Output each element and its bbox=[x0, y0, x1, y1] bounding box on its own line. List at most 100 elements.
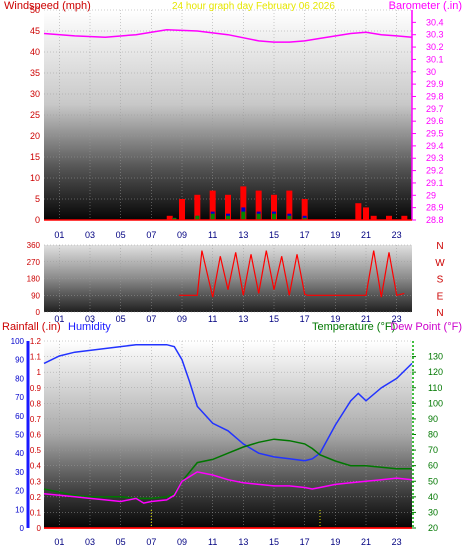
humidity-tick-label: 70 bbox=[15, 393, 24, 402]
temperature-line bbox=[43, 438, 412, 500]
windspeed-tick-label: 45 bbox=[30, 26, 40, 36]
windspeed-tick-label: 35 bbox=[30, 68, 40, 78]
temperature-tick-label: 90 bbox=[428, 414, 438, 424]
x-tick-label: 23 bbox=[392, 314, 402, 324]
rainfall-tick-label: 0.1 bbox=[30, 508, 42, 517]
x-tick-label: 13 bbox=[238, 537, 248, 547]
humidity-tick-label: 40 bbox=[15, 449, 24, 458]
rainfall-tick-label: 0.6 bbox=[30, 431, 42, 440]
windspeed-tick-label: 25 bbox=[30, 110, 40, 120]
humidity-tick-label: 50 bbox=[15, 431, 24, 440]
temperature-tick-label: 120 bbox=[428, 367, 443, 377]
panel3-axes: 01 03 05 07 09 11 13 15 17 19 21 2300.10.20.30.40.5… bbox=[11, 337, 443, 547]
direction-tick-label: 270 bbox=[27, 258, 41, 267]
x-tick-label: 11 bbox=[208, 230, 217, 240]
humidity-tick-label: 90 bbox=[15, 356, 24, 365]
dewpoint-axis-title: Dew Point (°F) bbox=[390, 321, 462, 333]
rainfall-tick-label: 0 bbox=[37, 524, 42, 533]
panel2-series bbox=[178, 250, 405, 298]
compass-label: N bbox=[436, 308, 443, 319]
barometer-tick-label: 29.1 bbox=[426, 178, 444, 188]
compass-label: W bbox=[435, 258, 445, 269]
chart-title: 24 hour graph day February 06 2026 bbox=[172, 1, 335, 12]
windspeed-tick-label: 40 bbox=[30, 47, 40, 57]
temperature-axis-title: Temperature (°F) bbox=[312, 321, 395, 333]
barometer-tick-label: 30.3 bbox=[426, 30, 444, 40]
x-tick-label: 21 bbox=[361, 230, 371, 240]
barometer-tick-label: 30.4 bbox=[426, 17, 444, 27]
windspeed-tick-label: 5 bbox=[35, 194, 40, 204]
x-tick-label: 05 bbox=[116, 314, 126, 324]
x-tick-label: 17 bbox=[300, 314, 310, 324]
humidity-tick-label: 20 bbox=[15, 487, 24, 496]
temperature-tick-label: 130 bbox=[428, 352, 443, 362]
x-tick-label: 19 bbox=[330, 230, 340, 240]
barometer-axis-title: Barometer (.in) bbox=[389, 0, 462, 12]
windspeed-tick-label: 15 bbox=[30, 152, 40, 162]
barometer-tick-label: 29.4 bbox=[426, 141, 444, 151]
humidity-line bbox=[43, 343, 413, 462]
compass-label: S bbox=[437, 275, 444, 286]
x-tick-label: 21 bbox=[361, 314, 371, 324]
temperature-tick-label: 60 bbox=[428, 461, 438, 471]
x-tick-label: 13 bbox=[238, 230, 248, 240]
panel1-series bbox=[43, 29, 413, 220]
x-tick-label: 13 bbox=[238, 314, 248, 324]
x-tick-label: 05 bbox=[116, 230, 126, 240]
barometer-tick-label: 30 bbox=[426, 67, 436, 77]
rainfall-axis-title: Rainfall (.in) bbox=[2, 321, 61, 333]
x-tick-label: 15 bbox=[269, 230, 279, 240]
x-tick-label: 11 bbox=[208, 537, 217, 547]
direction-tick-label: 360 bbox=[27, 241, 41, 250]
x-tick-label: 01 bbox=[54, 314, 64, 324]
windspeed-tick-label: 30 bbox=[30, 89, 40, 99]
barometer-tick-label: 29.5 bbox=[426, 129, 444, 139]
barometer-tick-label: 29.6 bbox=[426, 116, 444, 126]
barometer-tick-label: 29.9 bbox=[426, 79, 444, 89]
x-tick-label: 15 bbox=[269, 537, 279, 547]
humidity-tick-label: 10 bbox=[15, 505, 24, 514]
direction-tick-label: 180 bbox=[27, 275, 41, 284]
panel1-axes: 01 03 05 07 09 11 13 15 17 19 21 230510152025303540… bbox=[30, 5, 444, 240]
windspeed-tick-label: 0 bbox=[35, 215, 40, 225]
windspeed-tick-label: 10 bbox=[30, 173, 40, 183]
x-tick-label: 09 bbox=[177, 230, 187, 240]
wind-direction-line bbox=[178, 250, 405, 298]
x-tick-label: 09 bbox=[177, 537, 187, 547]
x-tick-label: 03 bbox=[85, 537, 95, 547]
humidity-tick-label: 30 bbox=[15, 468, 24, 477]
rainfall-tick-label: 1.2 bbox=[30, 337, 42, 346]
direction-tick-label: 0 bbox=[36, 308, 41, 317]
humidity-tick-label: 100 bbox=[11, 337, 25, 346]
barometer-tick-label: 28.8 bbox=[426, 215, 444, 225]
rainfall-tick-label: 0.7 bbox=[30, 415, 42, 424]
x-tick-label: 21 bbox=[361, 537, 371, 547]
temperature-tick-label: 40 bbox=[428, 492, 438, 502]
x-tick-label: 17 bbox=[300, 230, 310, 240]
x-tick-label: 05 bbox=[116, 537, 126, 547]
barometer-tick-label: 29 bbox=[426, 190, 436, 200]
x-tick-label: 19 bbox=[330, 537, 340, 547]
x-tick-label: 23 bbox=[392, 230, 402, 240]
humidity-tick-label: 80 bbox=[15, 374, 24, 383]
rainfall-tick-label: 1.1 bbox=[30, 353, 42, 362]
x-tick-label: 19 bbox=[330, 314, 340, 324]
compass-label: E bbox=[437, 291, 444, 302]
rainfall-tick-label: 0.5 bbox=[30, 446, 42, 455]
temperature-tick-label: 110 bbox=[428, 383, 442, 393]
windspeed-axis-title: Windspeed (mph) bbox=[4, 0, 91, 12]
humidity-tick-label: 60 bbox=[15, 412, 24, 421]
x-tick-label: 01 bbox=[54, 230, 64, 240]
temperature-tick-label: 70 bbox=[428, 445, 438, 455]
x-tick-label: 03 bbox=[85, 314, 95, 324]
direction-tick-label: 90 bbox=[31, 291, 40, 300]
x-tick-label: 07 bbox=[146, 230, 156, 240]
barometer-tick-label: 29.8 bbox=[426, 91, 444, 101]
dewpoint-line bbox=[43, 471, 413, 504]
rainfall-tick-label: 0.8 bbox=[30, 399, 42, 408]
temperature-tick-label: 30 bbox=[428, 507, 438, 517]
barometer-tick-label: 30.1 bbox=[426, 54, 444, 64]
